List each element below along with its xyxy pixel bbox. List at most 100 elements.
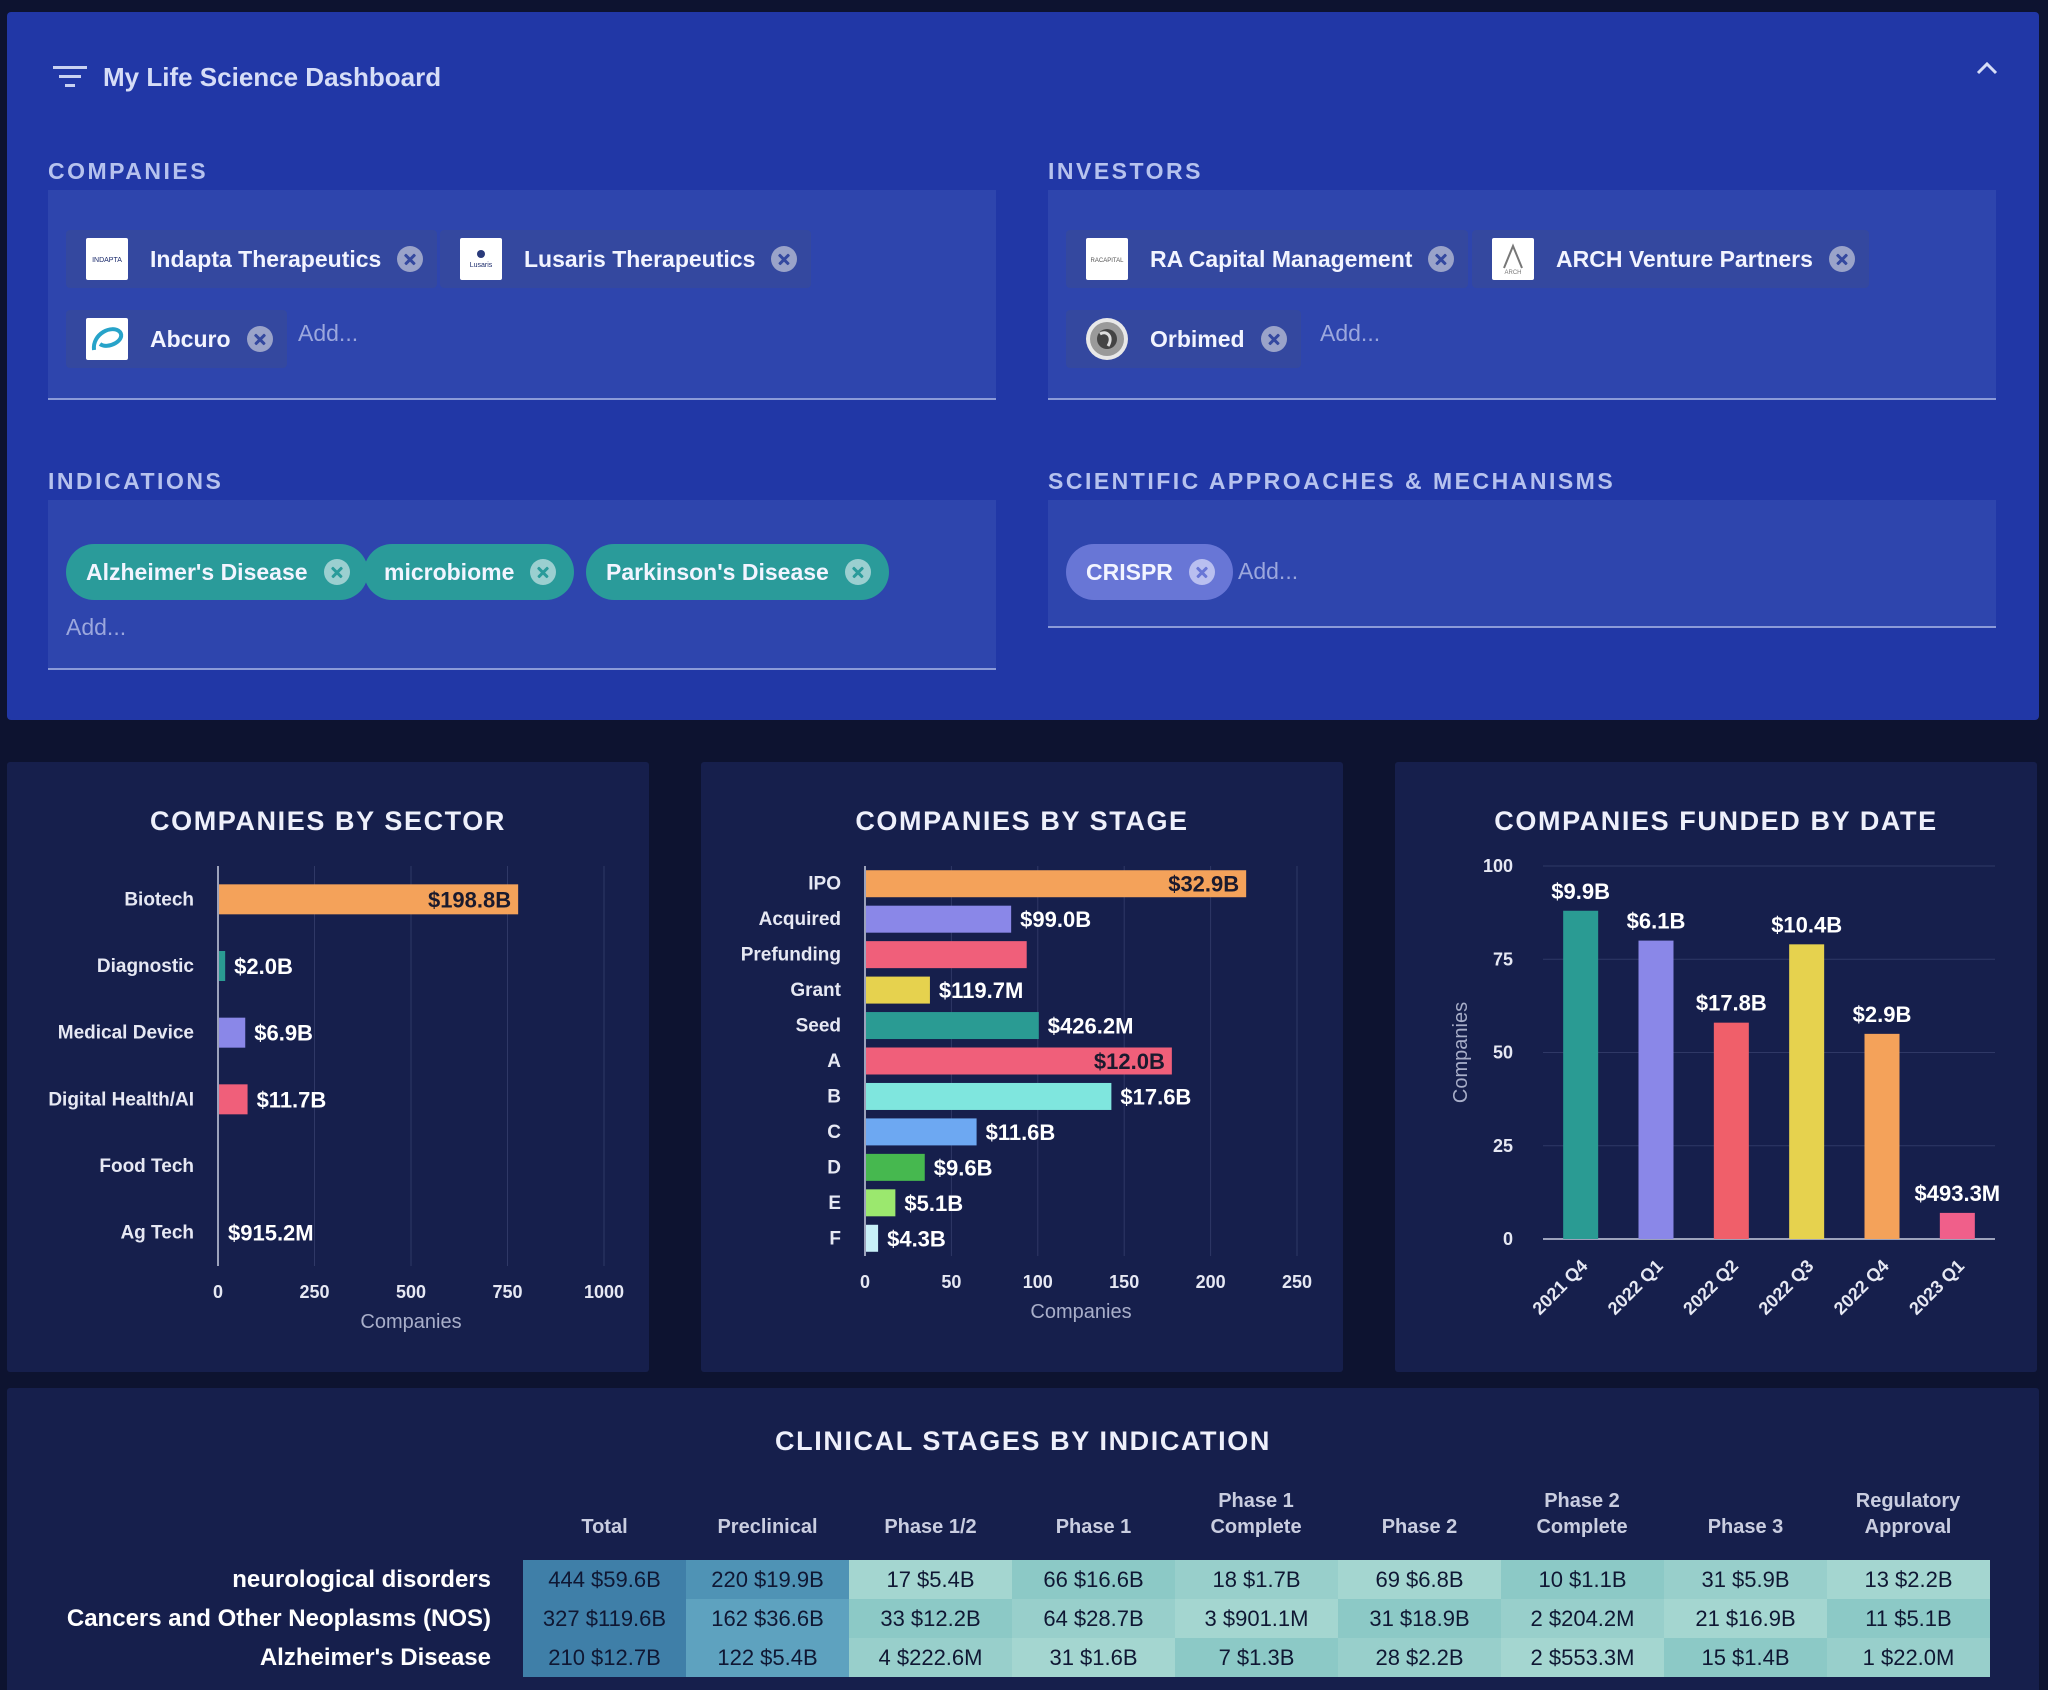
chip-investor-2[interactable]: Orbimed	[1066, 310, 1301, 368]
table-cell: 64 $28.7B	[1012, 1599, 1175, 1638]
investors-add-input[interactable]	[1320, 320, 1520, 347]
column-header: Phase 1/2	[884, 1516, 977, 1538]
data-label: $32.9B	[1168, 872, 1239, 897]
row-label: Alzheimer's Disease	[259, 1644, 491, 1671]
row-label: Cancers and Other Neoplasms (NOS)	[66, 1605, 491, 1632]
table-cell: 18 $1.7B	[1175, 1560, 1338, 1599]
remove-icon[interactable]	[1428, 246, 1455, 272]
column-header: Phase 1 Complete	[1210, 1490, 1302, 1538]
data-label: $9.6B	[934, 1155, 993, 1180]
bar	[866, 905, 1012, 933]
y-tick-label: 50	[1493, 1043, 1513, 1063]
remove-icon[interactable]	[530, 559, 557, 585]
table-cell: 31 $1.6B	[1012, 1638, 1175, 1677]
table-cell: 162 $36.6B	[686, 1599, 849, 1638]
companies-selector[interactable]: INDAPTA Indapta Therapeutics Lusaris Lus…	[48, 190, 996, 400]
column-header: Total	[581, 1516, 628, 1538]
bar	[1789, 944, 1825, 1239]
x-tick-label: 2022 Q2	[1679, 1256, 1742, 1319]
category-label: Digital Health/AI	[48, 1089, 194, 1110]
chevron-up-icon[interactable]	[1975, 60, 1999, 76]
chip-label: ARCH Venture Partners	[1556, 245, 1813, 272]
remove-icon[interactable]	[771, 246, 798, 272]
category-label: Medical Device	[58, 1023, 194, 1044]
column-header: Phase 2 Complete	[1536, 1490, 1628, 1538]
chip-label: Orbimed	[1150, 325, 1245, 352]
category-label: Ag Tech	[120, 1223, 194, 1244]
company-logo: INDAPTA	[86, 238, 128, 280]
table-cell: 444 $59.6B	[523, 1560, 686, 1599]
x-tick-label: 1000	[584, 1282, 624, 1302]
pill-approach-0[interactable]: CRISPR	[1066, 544, 1233, 600]
y-tick-label: 75	[1493, 949, 1513, 969]
chip-investor-1[interactable]: ARCH ARCH Venture Partners	[1472, 230, 1869, 288]
data-label: $17.6B	[1120, 1084, 1191, 1109]
remove-icon[interactable]	[1260, 326, 1287, 352]
indications-add-input[interactable]	[66, 614, 266, 641]
stage-chart: 0 50 100 150 200 250 Companies IPO $32.9B Acquire…	[741, 866, 1312, 1323]
y-tick-label: 100	[1483, 856, 1513, 876]
pill-indication-0[interactable]: Alzheimer's Disease	[66, 544, 368, 600]
remove-icon[interactable]	[844, 559, 871, 585]
filter-icon[interactable]	[53, 64, 87, 90]
table-cell: 210 $12.7B	[523, 1638, 686, 1677]
category-label: A	[827, 1051, 841, 1072]
table-cell: 31 $18.9B	[1338, 1599, 1501, 1638]
sector-chart: 0 250 500 750 1000 Companies Biotech $198.8B Dia…	[48, 866, 624, 1333]
pill-indication-1[interactable]: microbiome	[364, 544, 575, 600]
investors-selector[interactable]: RACAPITAL RA Capital Management ARCH ARC…	[1048, 190, 1996, 400]
x-tick-label: 0	[213, 1282, 223, 1302]
data-label: $2.0B	[234, 954, 293, 979]
remove-icon[interactable]	[1188, 559, 1215, 585]
x-axis-label: Companies	[1030, 1301, 1131, 1323]
approaches-add-input[interactable]	[1238, 558, 1438, 585]
companies-label: COMPANIES	[48, 158, 209, 184]
x-tick-label: 750	[492, 1282, 522, 1302]
remove-icon[interactable]	[1828, 246, 1855, 272]
chip-label: Lusaris Therapeutics	[524, 245, 756, 272]
svg-text:RACAPITAL: RACAPITAL	[1091, 258, 1125, 264]
bar	[219, 951, 226, 981]
x-axis-label: Companies	[360, 1311, 461, 1333]
table-cell: 69 $6.8B	[1338, 1560, 1501, 1599]
chip-company-2[interactable]: Abcuro	[66, 310, 287, 368]
company-logo: Lusaris	[460, 238, 502, 280]
data-label: $9.9B	[1551, 879, 1610, 904]
column-header: Phase 2	[1381, 1516, 1458, 1538]
table-cell: 1 $22.0M	[1827, 1638, 1990, 1677]
x-tick-label: 150	[1109, 1272, 1139, 1292]
svg-text:Lusaris: Lusaris	[470, 262, 493, 269]
pill-label: microbiome	[384, 558, 515, 585]
bar	[1563, 910, 1599, 1239]
table-cell: 33 $12.2B	[849, 1599, 1012, 1638]
chart-card-stage: COMPANIES BY STAGE 0 50 100 150 200 250 Compan…	[701, 762, 1343, 1372]
remove-icon[interactable]	[397, 246, 424, 272]
data-label: $2.9B	[1853, 1002, 1912, 1027]
data-label: $17.8B	[1696, 991, 1767, 1016]
chip-label: RA Capital Management	[1150, 245, 1413, 272]
table-cell: 7 $1.3B	[1175, 1638, 1338, 1677]
data-label: $915.2M	[228, 1221, 314, 1246]
approaches-selector[interactable]: CRISPR	[1048, 500, 1996, 628]
bar	[866, 976, 930, 1004]
pill-indication-2[interactable]: Parkinson's Disease	[586, 544, 889, 600]
indications-selector[interactable]: Alzheimer's Disease microbiome Parkinson…	[48, 500, 996, 670]
chip-company-0[interactable]: INDAPTA Indapta Therapeutics	[66, 230, 438, 288]
remove-icon[interactable]	[323, 559, 350, 585]
data-label: $99.0B	[1020, 907, 1091, 932]
remove-icon[interactable]	[246, 326, 273, 352]
companies-add-input[interactable]	[298, 320, 498, 347]
indications-label: INDICATIONS	[48, 468, 224, 494]
chip-investor-0[interactable]: RACAPITAL RA Capital Management	[1066, 230, 1469, 288]
chart-card-sector: COMPANIES BY SECTOR 0 250 500 750 1000 Compan…	[7, 762, 649, 1372]
table-cell: 2 $204.2M	[1501, 1599, 1664, 1638]
bar	[866, 1082, 1112, 1110]
bar	[1713, 1022, 1749, 1239]
chip-company-1[interactable]: Lusaris Lusaris Therapeutics	[440, 230, 812, 288]
bar	[866, 1153, 925, 1181]
category-label: E	[828, 1193, 841, 1214]
data-label: $6.1B	[1627, 909, 1686, 934]
bar	[219, 1017, 246, 1048]
pill-label: Parkinson's Disease	[606, 558, 829, 585]
table-cell: 220 $19.9B	[686, 1560, 849, 1599]
